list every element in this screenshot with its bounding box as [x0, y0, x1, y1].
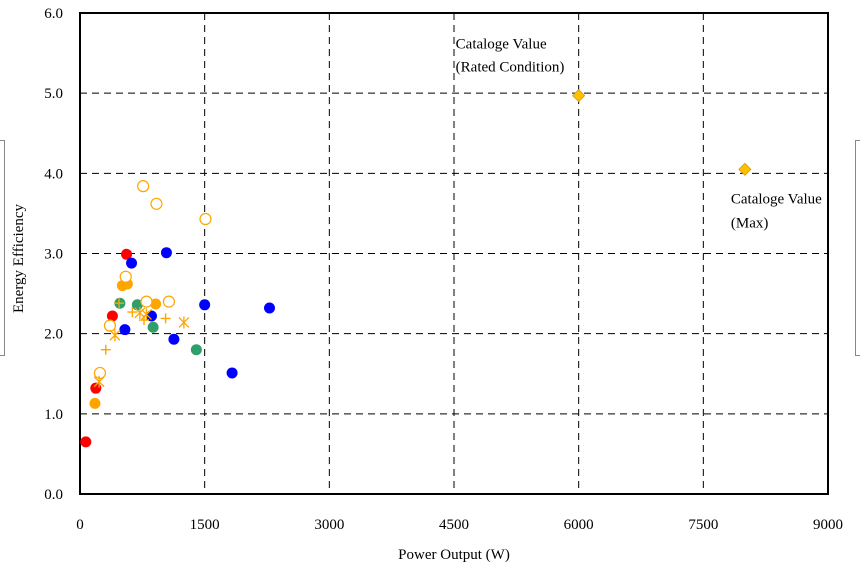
point-plus	[114, 298, 125, 309]
x-tick-label: 4500	[439, 517, 469, 533]
data-points	[80, 89, 752, 448]
point-circle-filled	[160, 247, 172, 259]
point-circle-filled	[226, 367, 238, 379]
axis-ticks: 0 1500 3000 4500 6000 7500 9000 0.0 1.0 2.0 3.0 4.0…	[44, 6, 843, 533]
x-tick-label: 9000	[813, 517, 843, 533]
point-circle-filled	[106, 310, 118, 322]
point-asterisk	[141, 308, 152, 321]
x-tick-label: 6000	[564, 517, 594, 533]
point-plus	[160, 313, 171, 324]
point-circle-filled	[147, 321, 159, 333]
y-tick-label: 5.0	[44, 86, 63, 102]
point-plus	[100, 344, 111, 355]
x-axis-label: Power Output (W)	[398, 547, 510, 563]
point-asterisk	[93, 375, 105, 388]
y-tick-label: 4.0	[44, 166, 63, 182]
x-tick-label: 0	[76, 517, 84, 533]
point-circle-filled	[121, 248, 133, 260]
point-diamond	[738, 162, 752, 176]
y-tick-label: 2.0	[44, 327, 63, 343]
annotation-text: (Rated Condition)	[456, 60, 565, 76]
y-tick-label: 1.0	[44, 407, 63, 423]
point-circle-open	[150, 197, 163, 210]
left-edge-fragment	[0, 140, 5, 356]
y-tick-label: 6.0	[44, 6, 63, 22]
point-diamond	[572, 89, 586, 103]
y-tick-label: 0.0	[44, 487, 63, 503]
point-circle-open	[93, 366, 107, 380]
point-asterisk	[134, 306, 146, 319]
point-asterisk	[178, 316, 190, 329]
point-plus	[127, 307, 138, 318]
x-tick-label: 3000	[314, 517, 344, 533]
x-tick-label: 7500	[688, 517, 718, 533]
annotation-text: Cataloge Value	[731, 191, 822, 207]
point-circle-filled	[190, 344, 202, 356]
point-circle-open	[103, 319, 117, 332]
point-circle-filled	[263, 302, 275, 314]
annotations: Cataloge Value (Rated Condition) Cataloge …	[456, 37, 823, 232]
point-circle-filled	[150, 298, 162, 310]
annotation-text: (Max)	[731, 215, 769, 231]
point-circle-filled	[199, 299, 211, 311]
point-circle-filled	[119, 324, 131, 336]
point-circle-filled	[80, 436, 92, 448]
point-circle-filled	[89, 397, 101, 409]
point-circle-filled	[145, 310, 157, 322]
x-tick-label: 1500	[190, 517, 220, 533]
point-asterisk	[109, 329, 121, 342]
annotation-text: Cataloge Value	[456, 37, 547, 53]
point-circle-filled	[168, 333, 180, 345]
point-circle-open	[119, 270, 132, 283]
point-circle-open	[162, 295, 176, 308]
point-circle-filled	[126, 257, 138, 269]
right-edge-fragment	[855, 140, 860, 356]
grid-lines	[80, 13, 828, 494]
point-circle-open	[199, 212, 212, 226]
plot-area	[79, 12, 829, 495]
point-circle-open	[140, 295, 153, 308]
point-circle-open	[137, 180, 150, 193]
y-tick-label: 3.0	[44, 247, 63, 263]
y-axis-label: Energy Efficiency	[11, 204, 27, 313]
